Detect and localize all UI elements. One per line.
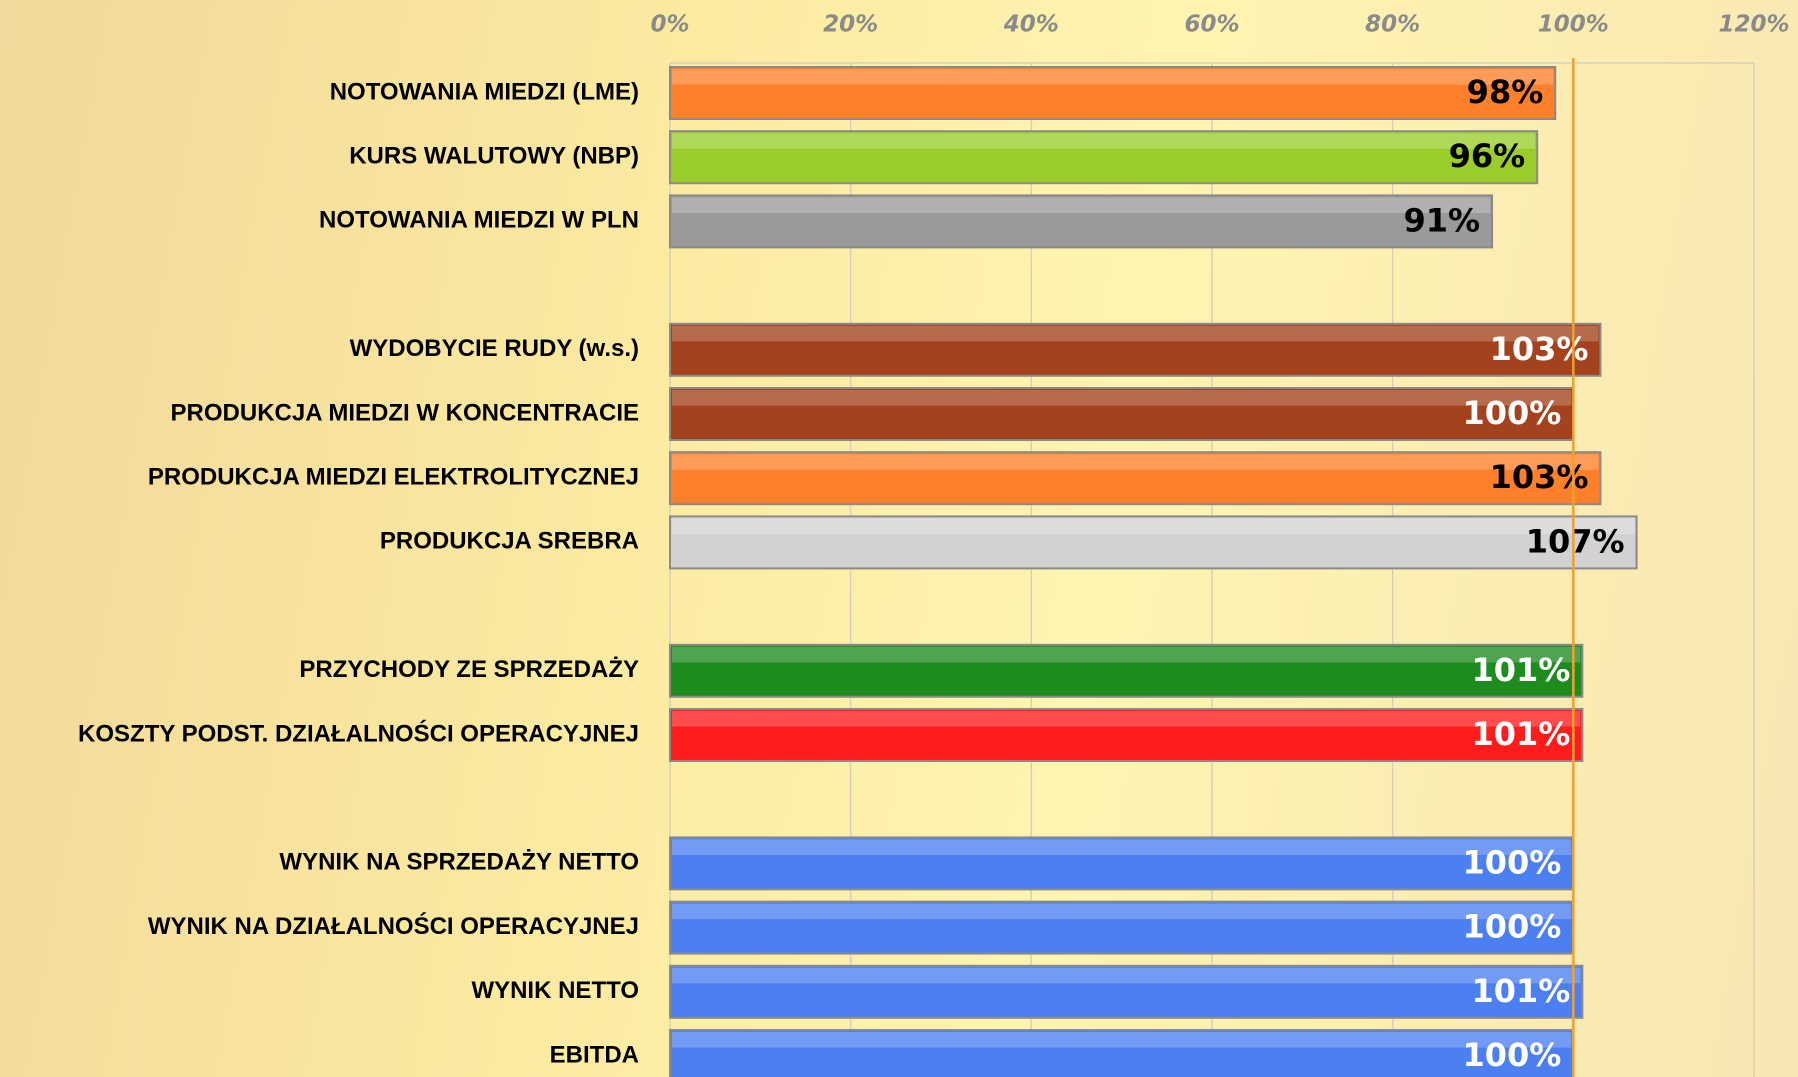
bar-gloss	[672, 646, 1581, 663]
value-label: 100%	[1462, 843, 1561, 881]
value-label: 101%	[1472, 972, 1571, 1010]
bar-gloss	[672, 454, 1599, 470]
y-tick-label: EBITDA	[550, 1041, 639, 1068]
y-tick-label: PRZYCHODY ZE SPRZEDAŻY	[299, 656, 639, 683]
y-tick-label: WYNIK NA DZIAŁALNOŚCI OPERACYJNEJ	[148, 912, 639, 940]
y-tick-label: WYNIK NETTO	[471, 977, 639, 1004]
y-tick-label: PRODUKCJA MIEDZI W KONCENTRACIE	[171, 399, 639, 426]
x-tick-label: 20%	[823, 12, 878, 38]
x-tick-label: 80%	[1365, 12, 1420, 38]
bar-gloss	[672, 967, 1581, 984]
bar-gloss	[672, 133, 1536, 149]
x-tick-label: 60%	[1184, 12, 1239, 38]
value-label: 101%	[1472, 651, 1571, 689]
bar	[669, 387, 1575, 441]
value-label: 100%	[1462, 394, 1561, 432]
bar	[669, 836, 1575, 891]
x-tick-label: 0%	[650, 12, 689, 38]
y-tick-label: NOTOWANIA MIEDZI W PLN	[319, 207, 639, 234]
x-tick-label: 100%	[1538, 12, 1609, 38]
y-tick-label: KOSZTY PODST. DZIAŁALNOŚCI OPERACYJNEJ	[78, 719, 639, 747]
bar	[669, 643, 1584, 698]
bar-gloss	[672, 518, 1635, 534]
value-label: 101%	[1472, 715, 1571, 753]
bar-gloss	[672, 325, 1599, 342]
x-tick-label: 40%	[1003, 12, 1059, 38]
bar	[669, 451, 1602, 506]
value-label: 96%	[1449, 137, 1526, 175]
bar-gloss	[672, 390, 1572, 406]
bar-gloss	[672, 839, 1572, 855]
bar	[669, 194, 1494, 249]
bar	[669, 515, 1638, 570]
value-label: 91%	[1403, 201, 1480, 239]
bar	[669, 708, 1584, 762]
value-label: 103%	[1490, 330, 1589, 368]
bar	[669, 964, 1584, 1019]
bar	[669, 66, 1557, 120]
y-tick-label: WYDOBYCIE RUDY (w.s.)	[350, 335, 639, 362]
bar	[669, 322, 1602, 377]
value-label: 103%	[1490, 458, 1589, 496]
bar	[669, 900, 1575, 955]
bar	[669, 1029, 1575, 1077]
x-tick-label: 120%	[1718, 12, 1789, 38]
value-label: 100%	[1462, 908, 1561, 946]
bar-gloss	[672, 197, 1491, 213]
y-tick-label: KURS WALUTOWY (NBP)	[349, 143, 639, 170]
value-label: 98%	[1467, 73, 1544, 111]
y-tick-label: PRODUKCJA MIEDZI ELEKTROLITYCZNEJ	[148, 464, 639, 491]
bar-gloss	[672, 903, 1572, 920]
bar-gloss	[672, 711, 1581, 727]
value-label: 100%	[1462, 1036, 1561, 1074]
y-tick-label: NOTOWANIA MIEDZI (LME)	[330, 78, 639, 105]
value-label: 107%	[1526, 522, 1625, 560]
y-tick-label: WYNIK NA SPRZEDAŻY NETTO	[279, 849, 639, 876]
bar	[669, 130, 1539, 185]
y-tick-label: PRODUKCJA SREBRA	[380, 528, 639, 555]
bar-gloss	[672, 69, 1554, 85]
bar-gloss	[672, 1032, 1572, 1048]
